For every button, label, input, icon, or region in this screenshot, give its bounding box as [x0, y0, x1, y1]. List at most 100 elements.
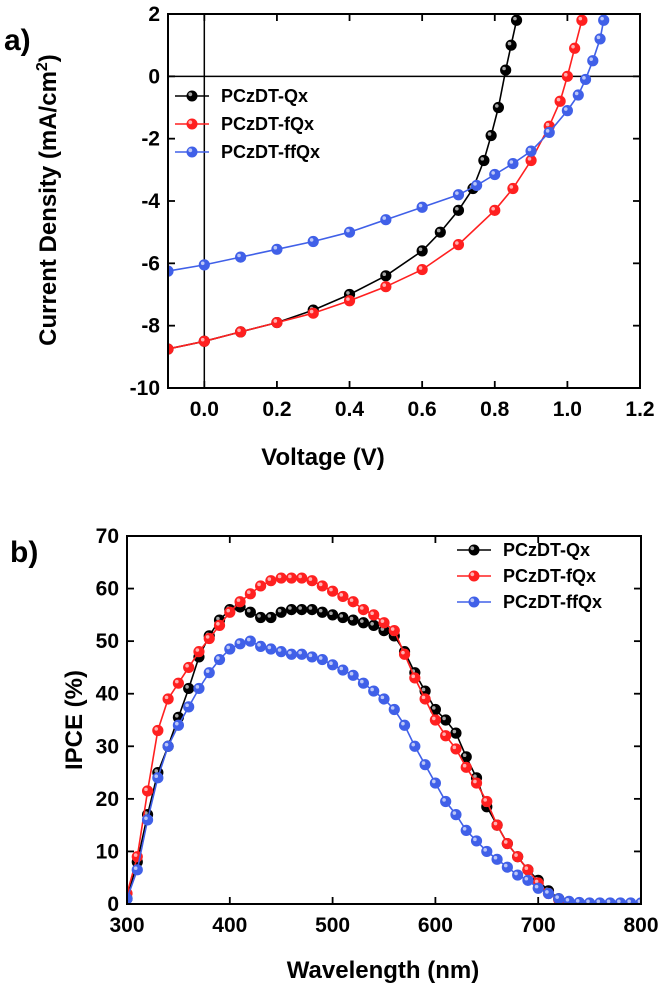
panel-b-point-highlight-pczdt-ffqx: [154, 774, 159, 779]
panel-b-point-pczdt-fqx: [316, 580, 328, 592]
panel-b-point-pczdt-ffqx: [296, 648, 308, 660]
panel-b-point-pczdt-ffqx: [152, 772, 164, 784]
panel-a-point-highlight-pczdt-fqx: [200, 337, 205, 342]
panel-a-jv-curves: a) Voltage (V) Current Density (mA/cm2) …: [4, 3, 655, 471]
panel-b-ytick-label: 0: [107, 893, 119, 916]
panel-a-ylabel-close: ): [35, 54, 62, 62]
panel-b-point-pczdt-ffqx: [285, 648, 298, 660]
panel-b-point-pczdt-ffqx: [193, 682, 205, 695]
panel-b-point-pczdt-fqx: [440, 730, 452, 742]
panel-a-point-highlight-pczdt-qx: [507, 41, 512, 46]
panel-a-point-highlight-pczdt-ffqx: [455, 191, 459, 195]
panel-b-point-pczdt-fqx: [183, 661, 195, 674]
panel-a-point-highlight-pczdt-ffqx: [589, 57, 593, 61]
panel-b-point-pczdt-ffqx: [481, 845, 493, 858]
panel-b-point-highlight-pczdt-ffqx: [514, 871, 518, 876]
panel-a-point-highlight-pczdt-ffqx: [545, 129, 550, 133]
panel-a-point-highlight-pczdt-fqx: [273, 319, 278, 323]
panel-a-point-pczdt-fqx: [235, 326, 247, 338]
panel-b-point-highlight-pczdt-ffqx: [236, 640, 241, 644]
panel-a-point-pczdt-fqx: [507, 182, 519, 195]
panel-b-point-highlight-pczdt-qx: [329, 611, 333, 616]
panel-a-point-highlight-pczdt-ffqx: [574, 91, 579, 96]
panel-b-point-pczdt-qx: [183, 682, 195, 695]
panel-a-point-pczdt-qx: [510, 14, 523, 26]
panel-b-point-highlight-pczdt-ffqx: [627, 899, 631, 904]
panel-b-series-group: [127, 572, 641, 904]
panel-a-point-pczdt-ffqx: [525, 145, 537, 157]
panel-a-label: a): [4, 24, 31, 57]
panel-a-point-highlight-pczdt-ffqx: [418, 203, 423, 208]
panel-b-point-highlight-pczdt-qx: [277, 608, 282, 613]
panel-b-ytick-label: 10: [96, 840, 119, 863]
panel-b-point-pczdt-qx: [265, 611, 277, 624]
panel-b-legend-label-pczdt-fqx: PCzDT-fQx: [503, 566, 596, 586]
panel-a-xtick-label: 1.0: [553, 398, 582, 421]
panel-b-point-highlight-pczdt-fqx: [164, 695, 169, 700]
panel-b-point-highlight-pczdt-qx: [318, 608, 323, 613]
panel-b-plot-area: 300 400 500 600 700 800 0 10 20 30 40 50 60 70 PCzDT-Q…: [96, 525, 659, 937]
panel-b-point-highlight-pczdt-ffqx: [411, 742, 416, 747]
panel-b-xtick-label: 800: [623, 914, 658, 937]
panel-b-point-pczdt-ffqx: [614, 897, 627, 904]
panel-b-point-pczdt-qx: [316, 606, 328, 618]
panel-b-point-pczdt-qx: [337, 611, 349, 624]
panel-b-point-highlight-pczdt-fqx: [175, 679, 179, 684]
panel-a-point-highlight-pczdt-qx: [495, 104, 499, 108]
panel-a-legend: PCzDT-Qx PCzDT-fQx PCzDT-ffQx: [175, 86, 320, 162]
panel-a-point-pczdt-ffqx: [587, 55, 599, 67]
panel-b-point-highlight-pczdt-ffqx: [390, 706, 395, 710]
panel-a-point-pczdt-fqx: [561, 70, 573, 82]
panel-b-point-highlight-pczdt-fqx: [390, 627, 395, 631]
panel-b-point-pczdt-fqx: [213, 619, 226, 631]
panel-a-legend-label-pczdt-qx: PCzDT-Qx: [221, 86, 308, 106]
panel-b-xlabel: Wavelength (nm): [287, 957, 479, 984]
panel-a-ytick-label: -8: [141, 315, 160, 338]
panel-b-point-pczdt-qx: [347, 614, 359, 626]
panel-b-ipce: b) Wavelength (nm) IPCE (%) 300 400 500 600…: [10, 525, 659, 984]
panel-b-point-pczdt-fqx: [244, 588, 256, 600]
panel-b-point-pczdt-ffqx: [183, 701, 195, 713]
panel-b-point-pczdt-fqx: [172, 677, 184, 689]
panel-b-point-highlight-pczdt-ffqx: [483, 848, 488, 852]
panel-b-point-highlight-pczdt-fqx: [493, 821, 498, 826]
panel-a-point-pczdt-ffqx: [543, 126, 555, 139]
panel-b-ytick-label: 30: [96, 735, 119, 758]
panel-a-point-pczdt-ffqx: [489, 168, 501, 181]
panel-b-point-highlight-pczdt-ffqx: [473, 837, 477, 842]
panel-b-point-pczdt-ffqx: [563, 895, 575, 904]
panel-b-point-highlight-pczdt-ffqx: [226, 645, 230, 650]
panel-b-point-pczdt-fqx: [501, 837, 513, 850]
panel-b-point-highlight-pczdt-fqx: [236, 598, 241, 602]
panel-a-point-highlight-pczdt-ffqx: [600, 16, 604, 21]
panel-a-point-highlight-pczdt-fqx: [571, 44, 575, 49]
panel-a-xtick-label: 0.0: [190, 398, 219, 421]
panel-a-point-pczdt-ffqx: [307, 235, 319, 248]
panel-b-point-pczdt-fqx: [460, 761, 472, 773]
panel-a-point-pczdt-ffqx: [271, 243, 283, 255]
panel-b-point-highlight-pczdt-qx: [298, 606, 302, 610]
panel-b-legend-marker-pczdt-fqx: [468, 570, 480, 582]
panel-b-point-pczdt-fqx: [378, 617, 390, 629]
panel-a-xtick-label: 0.6: [408, 398, 437, 421]
panel-b-point-highlight-pczdt-fqx: [370, 611, 374, 616]
panel-a-point-pczdt-fqx: [452, 239, 465, 251]
panel-b-point-pczdt-qx: [357, 617, 370, 629]
panel-b-point-pczdt-ffqx: [429, 777, 441, 789]
panel-a-point-highlight-pczdt-ffqx: [309, 238, 314, 242]
panel-b-legend-label-pczdt-ffqx: PCzDT-ffQx: [503, 592, 602, 612]
panel-a-point-pczdt-qx: [380, 270, 392, 282]
panel-b-point-pczdt-fqx: [419, 693, 431, 705]
panel-b-point-pczdt-ffqx: [316, 653, 328, 666]
panel-b-point-highlight-pczdt-fqx: [442, 732, 446, 736]
panel-a-point-highlight-pczdt-fqx: [491, 206, 495, 211]
panel-b-point-pczdt-ffqx: [255, 640, 267, 653]
panel-b-point-highlight-pczdt-qx: [308, 606, 313, 610]
panel-b-point-pczdt-fqx: [224, 606, 236, 618]
panel-b-point-highlight-pczdt-fqx: [318, 582, 323, 587]
panel-b-point-highlight-pczdt-qx: [185, 685, 189, 689]
panel-b-point-pczdt-ffqx: [470, 835, 483, 847]
panel-a-legend-marker-pczdt-fqx: [186, 118, 198, 130]
panel-b-point-highlight-pczdt-fqx: [308, 577, 313, 581]
panel-b-point-highlight-pczdt-ffqx: [329, 661, 333, 665]
